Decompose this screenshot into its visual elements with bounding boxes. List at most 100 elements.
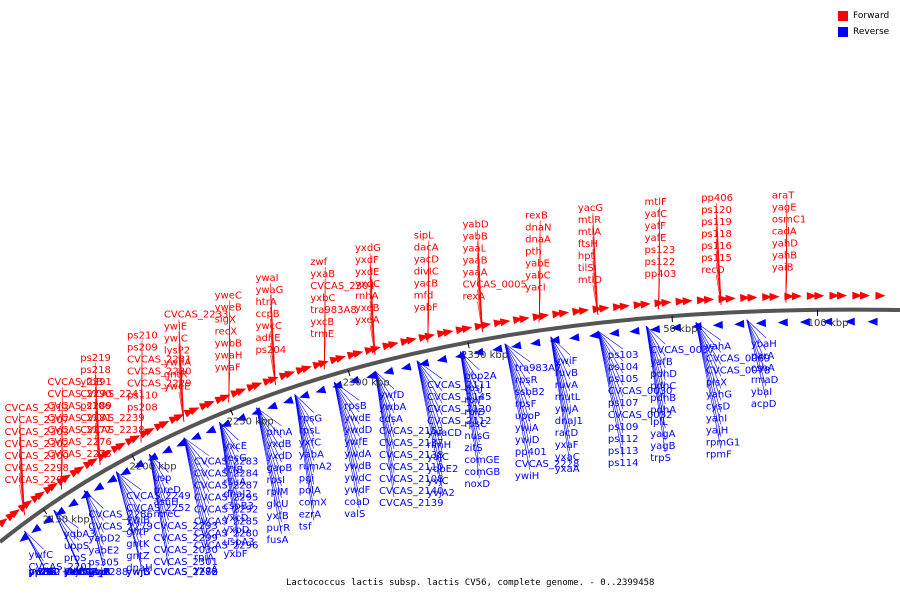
- reverse-gene-label: pi115: [28, 567, 56, 578]
- reverse-gene-arrow: [133, 459, 145, 468]
- forward-gene-label: divIC: [414, 266, 439, 277]
- forward-gene-label: ywaI: [255, 273, 278, 284]
- reverse-gene-label: plsX: [706, 377, 727, 388]
- forward-gene-label: tra983A8: [310, 305, 356, 316]
- forward-gene-label: yacD: [414, 254, 440, 265]
- forward-gene-label: ps120: [701, 205, 732, 216]
- forward-gene-label: yweE: [164, 382, 191, 393]
- leader-line: [646, 325, 666, 345]
- forward-gene-arrow: [682, 297, 693, 306]
- reverse-gene-label: ywfC: [28, 550, 53, 561]
- forward-gene-label: CVCAS_2300: [4, 451, 68, 462]
- forward-gene-label: ps218: [80, 365, 111, 376]
- forward-gene-arrow: [696, 296, 707, 305]
- forward-gene-arrow: [60, 474, 72, 484]
- forward-gene-arrow: [0, 518, 8, 528]
- forward-gene-label: CVCAS_2289: [47, 401, 111, 412]
- forward-gene-arrow: [612, 303, 624, 312]
- reverse-gene-label: CVCAS_0078: [706, 365, 770, 376]
- scale-ticks: 2150 kbp 2200 kbp 2250 kbp 2300 kbp 2350 kbp…: [43, 309, 848, 525]
- leader-line: [116, 471, 142, 538]
- reverse-gene-arrow: [93, 482, 105, 491]
- reverse-gene-arrow: [629, 326, 640, 335]
- forward-gene-arrow: [9, 509, 20, 519]
- reverse-gene-label: yxcD: [224, 513, 249, 524]
- forward-gene-label: rexB: [525, 210, 548, 221]
- leader-line: [84, 490, 104, 557]
- forward-gene-label: yfbB: [80, 377, 103, 388]
- forward-gene-label: CVCAS_2231: [127, 355, 191, 366]
- reverse-gene-arrow: [799, 317, 810, 326]
- reverse-gene-label: yvjH: [88, 567, 110, 578]
- forward-gene-label: ywhA: [164, 358, 191, 369]
- reverse-gene-label: rpsI: [267, 475, 286, 486]
- leader-line: [374, 370, 395, 390]
- reverse-gene-label: yajH: [706, 425, 728, 436]
- reverse-gene-label: yagB: [650, 441, 675, 452]
- reverse-gene-label: ywaCD: [427, 428, 462, 439]
- leader-line: [416, 360, 443, 475]
- forward-gene-label: ywaF: [215, 363, 241, 374]
- leader-line: [416, 360, 443, 487]
- forward-gene-label: mtlA: [578, 227, 601, 238]
- leader-line: [597, 330, 624, 434]
- leader-line: [550, 336, 571, 463]
- forward-gene-label: adhE: [255, 333, 280, 344]
- forward-gene-label: CVCAS_2230: [127, 367, 191, 378]
- reverse-gene-arrow: [867, 317, 878, 326]
- forward-gene-label: yabE: [525, 258, 550, 269]
- reverse-gene-arrow: [31, 523, 42, 533]
- scale-tick-label: 2350 kbp: [461, 350, 508, 361]
- forward-gene-label: CVCAS_2277: [47, 425, 111, 436]
- leader-line: [256, 407, 282, 534]
- leader-line: [219, 422, 239, 465]
- reverse-gene-label: ywiD: [515, 435, 540, 446]
- leader-line: [597, 330, 624, 362]
- reverse-gene-arrow: [190, 431, 202, 440]
- reverse-gene-arrow: [777, 318, 788, 327]
- reverse-gene-arrow: [418, 358, 430, 367]
- forward-gene-label: pp403: [645, 269, 677, 280]
- reverse-gene-label: CVCAS_2283: [194, 457, 258, 468]
- reverse-gene-label: pp260: [28, 567, 60, 578]
- reverse-gene-label: ps305: [88, 558, 119, 569]
- leader-line: [178, 391, 185, 422]
- reverse-gene-label: ywdC: [344, 473, 371, 484]
- reverse-gene-label: yvjA: [64, 565, 86, 576]
- reverse-gene-label: ywdA: [344, 449, 371, 460]
- reverse-gene-arrow: [205, 425, 217, 434]
- leader-lines: [19, 200, 788, 567]
- reverse-gene-arrow: [251, 407, 263, 415]
- reverse-gene-label: uspA3: [224, 537, 255, 548]
- leader-line: [24, 530, 44, 550]
- reverse-gene-label: yxdB: [267, 439, 292, 450]
- leader-line: [219, 422, 239, 513]
- reverse-gene-arrow: [235, 413, 247, 421]
- forward-gene-arrow: [860, 291, 871, 300]
- leader-line: [460, 351, 480, 430]
- forward-gene-label: yxcB: [310, 317, 334, 328]
- reverse-gene-label: rpsL: [299, 425, 321, 436]
- forward-gene-arrow: [87, 458, 99, 467]
- reverse-gene-label: racD: [555, 428, 579, 439]
- forward-gene-arrow: [875, 291, 886, 300]
- forward-gene-arrow: [762, 293, 773, 302]
- forward-gene-label: yabF: [414, 302, 438, 313]
- gene-arrows: [0, 291, 886, 542]
- leader-line: [84, 490, 104, 545]
- leader-line: [183, 437, 210, 492]
- leader-line: [149, 454, 169, 567]
- reverse-gene-label: ssbB2: [515, 387, 545, 398]
- leader-line: [416, 360, 443, 451]
- reverse-gene-label: ywdE: [344, 413, 371, 424]
- reverse-gene-label: ybaH: [751, 339, 777, 350]
- reverse-gene-label: yxaF: [555, 440, 579, 451]
- forward-gene-label: cadA: [772, 226, 797, 237]
- reverse-gene-label: rsuA: [224, 477, 247, 488]
- leader-line: [294, 394, 315, 521]
- leader-line: [333, 382, 360, 497]
- reverse-gene-arrow: [80, 490, 92, 499]
- reverse-gene-label: rpsR: [515, 375, 538, 386]
- reverse-gene-label: rumA2: [299, 461, 332, 472]
